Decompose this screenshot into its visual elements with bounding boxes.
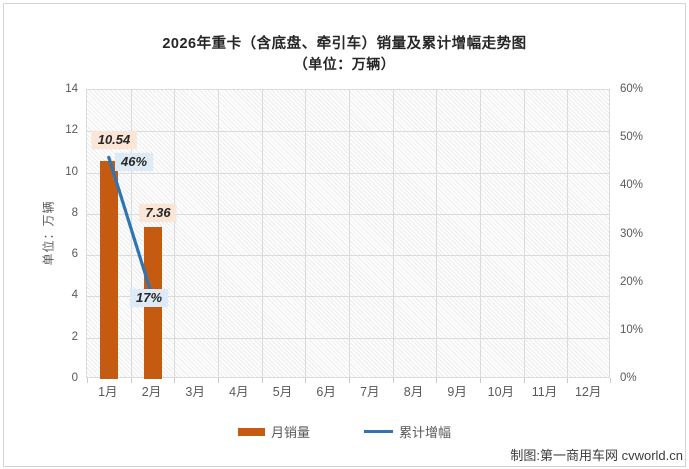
vertical-gridline	[436, 90, 438, 377]
x-axis-tick-mark	[392, 378, 394, 383]
x-axis-month-label: 1月	[98, 385, 118, 399]
x-axis-month-label: 7月	[360, 385, 380, 399]
left-axis-tick-label: 8	[71, 206, 78, 219]
horizontal-gridline	[87, 131, 609, 133]
x-axis-month-label: 10月	[487, 385, 515, 399]
sales-data-label: 10.54	[91, 131, 137, 149]
cumulative-growth-line	[107, 155, 155, 299]
left-axis-tick-label: 2	[71, 330, 78, 343]
x-axis-tick-mark	[480, 378, 481, 383]
x-axis-tick-mark	[523, 378, 525, 383]
x-axis-month-label: 4月	[229, 385, 249, 399]
vertical-gridline	[567, 90, 569, 377]
chart-subtitle: （单位：万辆）	[293, 56, 396, 72]
sales-data-label: 7.36	[139, 204, 177, 222]
vertical-gridline	[392, 90, 394, 377]
watermark-credit: 制图:第一商用车网 cvworld.cn	[510, 448, 683, 463]
legend-item-cumulative-growth: 累计增幅	[364, 422, 451, 441]
left-axis-tick-label: 0	[71, 372, 78, 384]
horizontal-gridline	[87, 213, 609, 215]
right-axis-tick-label: 20%	[620, 275, 644, 288]
vertical-gridline	[523, 90, 525, 377]
right-axis-tick-label: 30%	[620, 227, 644, 240]
vertical-gridline	[480, 90, 481, 377]
vertical-gridline	[261, 90, 263, 377]
horizontal-gridline	[87, 337, 609, 339]
horizontal-gridline	[87, 296, 609, 298]
x-axis-month-label: 8月	[403, 385, 424, 399]
growth-data-label: 46%	[114, 153, 154, 171]
legend-label-cumulative-growth: 累计增幅	[399, 425, 452, 440]
x-axis-tick-mark	[436, 378, 438, 383]
x-axis-tick-mark	[174, 378, 176, 383]
horizontal-gridline	[87, 172, 609, 174]
x-axis-month-label: 2月	[141, 385, 162, 399]
x-axis-tick-mark	[567, 378, 569, 383]
right-axis-tick-label: 10%	[620, 323, 644, 336]
x-axis-tick-mark	[349, 378, 350, 383]
legend-label-monthly-sales: 月销量	[270, 425, 310, 440]
vertical-gridline	[305, 90, 307, 377]
left-axis-tick-label: 14	[65, 83, 78, 95]
left-axis-tick-label: 4	[71, 289, 78, 302]
right-axis-tick-label: 50%	[620, 131, 644, 144]
bar-series-swatch-icon	[237, 427, 265, 436]
x-axis-month-label: 6月	[316, 385, 336, 399]
x-axis-tick-mark	[87, 378, 88, 383]
x-axis-tick-mark	[305, 378, 307, 383]
chart-title: 2026年重卡（含底盘、牵引车）销量及累计增幅走势图	[162, 36, 527, 52]
vertical-gridline	[218, 90, 219, 377]
x-axis-tick-mark	[218, 378, 219, 383]
left-axis-tick-label: 12	[65, 124, 78, 137]
x-axis-month-label: 11月	[531, 385, 558, 399]
right-axis-tick-label: 40%	[620, 179, 644, 192]
x-axis-month-label: 5月	[272, 385, 293, 399]
monthly-sales-bar	[99, 161, 118, 379]
plot-area: 10.54 7.36 46% 17%	[86, 89, 611, 383]
right-axis-tick-label: 0%	[620, 372, 637, 384]
horizontal-gridline	[87, 255, 609, 257]
legend: 月销量 累计增幅	[0, 422, 689, 441]
legend-item-monthly-sales: 月销量	[237, 422, 310, 441]
line-series-swatch-icon	[364, 430, 393, 433]
x-axis-month-label: 3月	[185, 385, 205, 399]
right-axis-tick-label: 60%	[620, 83, 644, 95]
left-axis-tick-label: 10	[65, 165, 78, 178]
x-axis-tick-mark	[130, 378, 132, 383]
vertical-gridline	[174, 90, 176, 377]
growth-data-label: 17%	[129, 289, 169, 307]
x-axis-month-label: 12月	[574, 385, 602, 399]
x-axis-tick-mark	[261, 378, 263, 383]
x-axis-month-label: 9月	[447, 385, 467, 399]
left-axis-tick-label: 6	[71, 248, 78, 261]
x-axis-tick-mark	[610, 378, 611, 383]
vertical-gridline	[349, 90, 350, 377]
